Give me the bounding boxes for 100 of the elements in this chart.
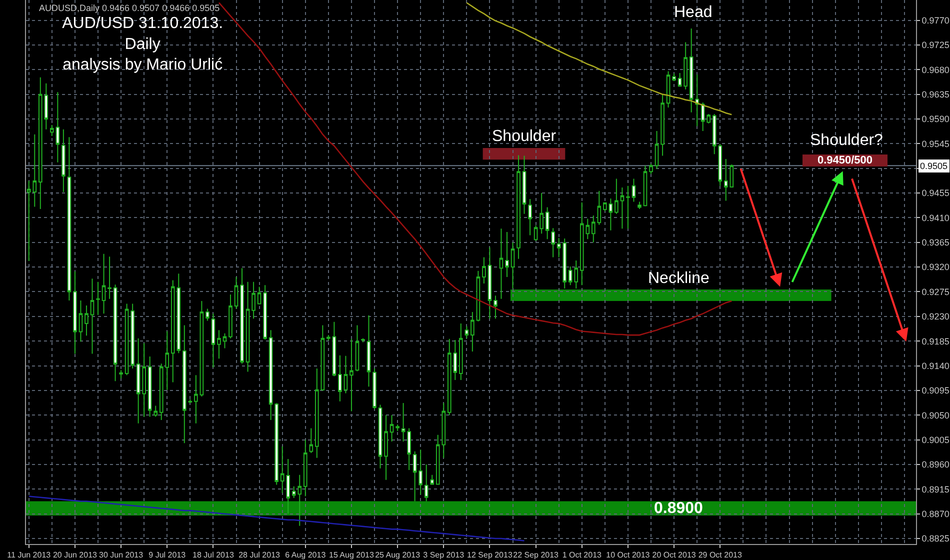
y-tick-label: 0.9770 — [922, 15, 950, 26]
text: Shoulder? — [810, 132, 884, 149]
candlestick — [200, 300, 204, 397]
candlestick — [654, 130, 659, 170]
candlestick — [222, 332, 227, 349]
y-tick-label: 0.9455 — [922, 188, 950, 198]
candlestick — [372, 368, 376, 410]
candlestick — [488, 246, 492, 320]
candlestick — [684, 42, 688, 90]
y-tick-label: 0.9365 — [922, 238, 950, 248]
candlestick — [476, 270, 480, 322]
candlestick — [482, 256, 486, 284]
x-tick-label: 6 Aug 2013 — [285, 550, 326, 560]
candlestick — [154, 405, 158, 418]
y-tick-label: 0.9320 — [922, 262, 950, 272]
candlestick — [309, 428, 314, 454]
x-tick-label: 3 Sep 2013 — [423, 550, 465, 560]
x-tick-label: 30 Jun 2013 — [99, 550, 144, 560]
candlestick — [56, 92, 60, 163]
x-tick-label: 10 Oct 2013 — [606, 550, 650, 560]
candlestick — [447, 338, 452, 416]
y-tick-label: 0.9185 — [922, 336, 950, 346]
candlestick — [136, 338, 140, 424]
candlestick — [188, 398, 192, 404]
candlestick — [338, 354, 342, 402]
candlestick — [545, 206, 550, 240]
line-series — [28, 496, 525, 542]
y-tick-label: 0.9680 — [922, 64, 950, 75]
y-tick-label: 0.9410 — [922, 212, 950, 223]
candlestick — [470, 312, 474, 352]
y-tick-label: 0.8870 — [922, 508, 950, 519]
candlestick — [494, 295, 498, 320]
y-tick-label: 0.9275 — [922, 286, 950, 297]
candlestick — [326, 334, 330, 342]
text: 0.9450/500 — [817, 154, 873, 166]
candlestick — [90, 278, 94, 354]
candlestick — [638, 201, 642, 210]
x-tick-label: 28 Jul 2013 — [238, 550, 281, 560]
y-tick-label: 0.9005 — [922, 434, 950, 445]
candlestick — [240, 268, 244, 364]
candlestick — [62, 128, 66, 192]
candlestick — [119, 370, 123, 379]
candlestick — [274, 402, 278, 486]
candlestick — [528, 198, 532, 236]
candlestick — [678, 72, 682, 88]
band-label: 0.8900 — [654, 500, 704, 517]
x-tick-label: 11 Jun 2013 — [7, 550, 52, 560]
candlestick — [390, 414, 394, 442]
candlestick — [73, 270, 77, 354]
candlestick — [211, 313, 216, 368]
candlestick — [96, 281, 100, 316]
candlestick — [730, 164, 734, 188]
candlestick — [620, 187, 624, 230]
chart-subtitle: AUDUSD,Daily 0.9466 0.9507 0.9466 0.9505 — [39, 3, 220, 13]
y-tick-label: 0.9050 — [922, 410, 950, 420]
candlestick — [67, 136, 72, 302]
candlestick — [534, 224, 538, 242]
candlestick — [453, 340, 458, 381]
x-tick-label: 25 Aug 2013 — [375, 550, 421, 560]
candlestick — [38, 76, 42, 210]
candlestick — [597, 190, 602, 226]
y-tick-label: 0.8960 — [922, 460, 950, 470]
candlestick — [142, 342, 146, 418]
y-tick-label: 0.8825 — [922, 534, 950, 544]
candlestick — [424, 464, 428, 502]
candlestick — [344, 355, 348, 394]
candlestick — [660, 94, 664, 156]
y-tick-label: 0.8915 — [922, 484, 950, 494]
candlestick — [246, 281, 250, 372]
candlestick — [464, 326, 469, 339]
candlestick — [608, 198, 613, 231]
y-tick-label: 0.9140 — [922, 360, 950, 371]
candlestick — [217, 330, 221, 360]
candlestick — [228, 294, 232, 339]
candlestick — [672, 72, 676, 82]
x-tick-label: 18 Jul 2013 — [192, 550, 234, 560]
candlestick — [320, 324, 325, 391]
candlestick — [724, 158, 728, 202]
candlestick — [234, 276, 238, 310]
candlestick — [361, 338, 365, 343]
candlestick — [206, 308, 210, 322]
y-tick-label: 0.9230 — [922, 312, 950, 322]
x-tick-label: 29 Oct 2013 — [698, 550, 742, 560]
y-tick-label: 0.9725 — [922, 40, 950, 50]
candlestick — [396, 424, 400, 432]
annotation: Head — [674, 4, 712, 21]
candlestick — [314, 368, 319, 458]
candlestick — [401, 402, 406, 442]
candlestick — [124, 303, 129, 376]
candlestick — [430, 474, 434, 486]
candlestick — [78, 300, 83, 342]
x-tick-label: 1 Oct 2013 — [562, 550, 602, 560]
candlestick — [510, 242, 515, 289]
candlestick — [614, 178, 618, 214]
candlestick — [592, 215, 596, 243]
candlestick — [113, 284, 118, 382]
x-tick-label: 9 Jul 2013 — [148, 550, 186, 560]
candlestick — [649, 163, 653, 174]
candlestick — [102, 253, 106, 314]
candlestick — [130, 303, 134, 370]
